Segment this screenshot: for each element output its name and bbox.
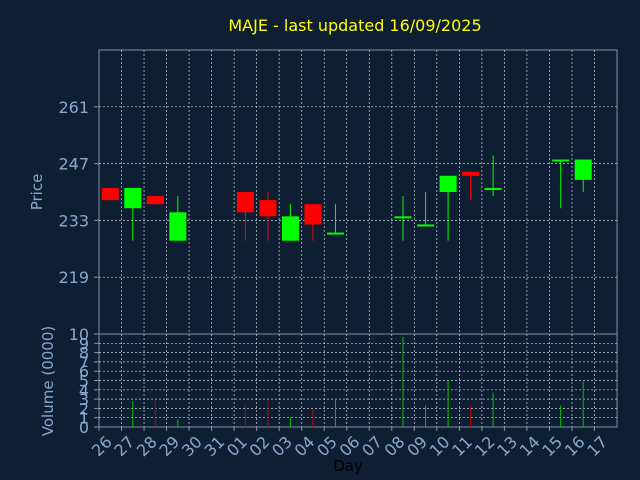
price-tick-label: 233 [58, 211, 89, 230]
candle-body [394, 216, 412, 219]
candle-body [169, 212, 187, 241]
candle-body [439, 175, 457, 192]
chart-title: MAJE - last updated 16/09/2025 [228, 16, 481, 35]
volume-tick-label: 1 [79, 409, 89, 428]
candle-body [281, 216, 299, 241]
candle-body [484, 187, 502, 190]
price-plot-frame [98, 49, 618, 335]
price-tick-label: 219 [58, 268, 89, 287]
volume-axis-label: Volume (0000) [39, 326, 57, 436]
volume-tick-label: 0 [79, 418, 89, 437]
candle-body [304, 204, 322, 225]
candle-body [417, 224, 435, 227]
x-axis-label: Day [333, 457, 363, 475]
volume-tick-label: 4 [79, 381, 89, 400]
candle-body [124, 187, 142, 209]
price-tick-label: 247 [58, 155, 89, 174]
x-tick-label: 17 [583, 432, 611, 460]
volume-tick-label: 7 [79, 353, 89, 372]
volume-tick-label: 5 [79, 372, 89, 391]
volume-tick-label: 2 [79, 399, 89, 418]
candle-body [236, 192, 254, 213]
candle-body [462, 171, 480, 176]
volume-tick-label: 3 [79, 390, 89, 409]
volume-tick-label: 9 [79, 334, 89, 353]
volume-tick-label: 10 [69, 325, 89, 344]
candle-body [552, 159, 570, 162]
volume-tick-label: 8 [79, 344, 89, 363]
price-tick-label: 261 [58, 98, 89, 117]
candle-body [146, 196, 164, 205]
volume-tick-label: 6 [79, 362, 89, 381]
candle-body [259, 200, 277, 217]
price-axis-label: Price [28, 174, 46, 211]
price-panel: 219 233 247 261 [58, 49, 618, 335]
x-axis: 2627282930310102030405060708091011121314… [88, 427, 611, 460]
candle-body [101, 187, 119, 201]
candle-body [574, 159, 592, 180]
candle-body [326, 232, 344, 235]
